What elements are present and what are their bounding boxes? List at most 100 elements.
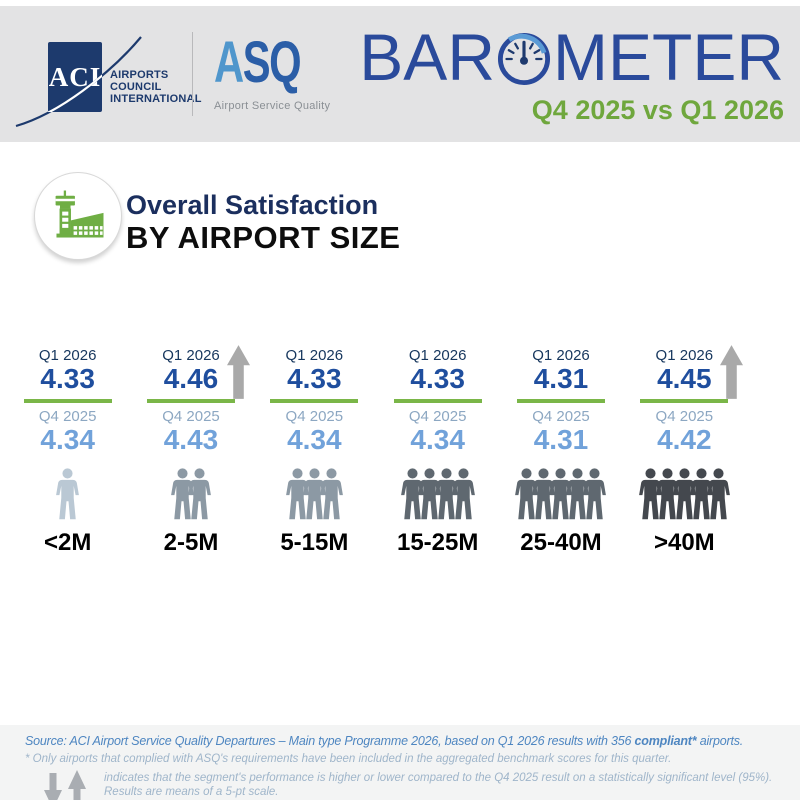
- q1-score: 4.33: [40, 363, 95, 394]
- q1-block: Q1 2026 4.31: [499, 347, 622, 393]
- airport-size-column: Q1 2026 4.46 Q4 2025 4.43 2-5M: [129, 345, 252, 557]
- size-category-label: >40M: [653, 528, 715, 556]
- person-icon: [566, 468, 590, 520]
- person-icon: [706, 468, 730, 520]
- airport-tower-icon: [55, 190, 104, 238]
- q1-period-label: Q1 2026: [655, 347, 714, 364]
- header: ACI AIRPORTS COUNCIL INTERNATIONAL ASQ A…: [0, 6, 800, 142]
- aci-logo-text: ACI: [48, 61, 102, 92]
- source-compliant-text: compliant*: [634, 734, 697, 748]
- q1-score: 4.45: [657, 363, 712, 394]
- title-block: BAR METER Q4 2025: [359, 24, 784, 126]
- divider-line: [393, 399, 482, 404]
- person-icon: [417, 468, 441, 520]
- section-title: Overall Satisfaction: [126, 190, 379, 220]
- q1-score: 4.33: [410, 363, 465, 394]
- size-category-label: 15-25M: [396, 528, 479, 556]
- legend-arrows: [44, 770, 86, 800]
- barometer-title-prefix: BAR: [359, 20, 495, 94]
- q4-period-label: Q4 2025: [408, 408, 467, 426]
- person-icon: [319, 468, 343, 520]
- q1-period-label: Q1 2026: [162, 347, 220, 364]
- asq-letters-sq: SQ: [242, 30, 302, 95]
- airport-size-column: Q1 2026 4.45 Q4 2025 4.42 >40M: [623, 345, 746, 557]
- q1-period-label: Q1 2026: [532, 347, 590, 364]
- aci-caption-line: INTERNATIONAL: [110, 93, 202, 105]
- q1-score: 4.46: [163, 363, 219, 394]
- q4-score: 4.43: [163, 424, 219, 456]
- q4-period-label: Q4 2025: [162, 408, 220, 426]
- asq-tagline: Airport Service Quality: [214, 100, 331, 112]
- person-icon: [56, 468, 80, 520]
- airport-size-column: Q1 2026 4.33 Q4 2025 4.34 5-15M: [253, 347, 376, 557]
- passenger-icons: [376, 464, 499, 520]
- footnote-scale: Results are means of a 5-pt scale.: [104, 786, 279, 798]
- q4-score: 4.34: [287, 424, 342, 456]
- section-icon-circle: [34, 172, 122, 260]
- legend-down-arrow-icon: [44, 773, 62, 800]
- person-icon: [171, 468, 194, 520]
- q4-period-label: Q4 2025: [285, 408, 344, 426]
- person-icon: [549, 468, 573, 520]
- airport-size-column: Q1 2026 4.33 Q4 2025 4.34 15-25M: [376, 347, 499, 557]
- gauge-icon: [497, 32, 551, 86]
- person-icon: [655, 468, 679, 520]
- barometer-title-suffix: METER: [553, 20, 784, 94]
- q4-score: 4.34: [410, 424, 465, 456]
- person-icon: [188, 468, 211, 520]
- passenger-icons: [623, 464, 746, 520]
- aci-caption-line: COUNCIL: [110, 81, 162, 93]
- passenger-icons: [253, 464, 376, 520]
- section-subtitle: BY AIRPORT SIZE: [126, 220, 401, 255]
- airport-size-column: Q1 2026 4.33 Q4 2025 4.34 <2M: [6, 347, 129, 557]
- q1-block: Q1 2026 4.46: [129, 345, 252, 399]
- legend-up-arrow-icon: [68, 770, 86, 800]
- passenger-icons: [6, 464, 129, 520]
- source-text: Source: ACI Airport Service Quality Depa…: [25, 734, 635, 748]
- person-icon: [583, 468, 607, 520]
- quarter-comparison-label: Q4 2025 vs Q1 2026: [531, 95, 784, 125]
- footer: Source: ACI Airport Service Quality Depa…: [0, 725, 800, 800]
- person-icon: [302, 468, 326, 520]
- footnote-compliance: * Only airports that complied with ASQ's…: [25, 753, 672, 765]
- airport-size-column: Q1 2026 4.31 Q4 2025 4.31 25-40M: [499, 347, 622, 557]
- q4-period-label: Q4 2025: [532, 408, 590, 426]
- asq-logo: ASQ: [214, 34, 302, 92]
- person-icon: [451, 468, 475, 520]
- size-category-label: 2-5M: [163, 528, 219, 556]
- significant-up-arrow-icon: [226, 345, 250, 399]
- q1-block: Q1 2026 4.45: [623, 345, 746, 399]
- q1-period-label: Q1 2026: [285, 347, 344, 364]
- passenger-icons: [129, 464, 252, 520]
- source-line: Source: ACI Airport Service Quality Depa…: [25, 734, 743, 748]
- divider-line: [270, 399, 359, 404]
- q1-score: 4.31: [533, 363, 589, 394]
- divider-line: [146, 399, 235, 404]
- q4-period-label: Q4 2025: [655, 408, 714, 426]
- q1-period-label: Q1 2026: [38, 347, 97, 364]
- q1-period-label: Q1 2026: [408, 347, 467, 364]
- q4-score: 4.31: [533, 424, 589, 456]
- q1-block: Q1 2026 4.33: [6, 347, 129, 393]
- aci-caption-line: AIRPORTS: [110, 69, 169, 81]
- q4-period-label: Q4 2025: [38, 408, 97, 426]
- size-category-label: <2M: [43, 528, 92, 556]
- q4-score: 4.34: [40, 424, 95, 456]
- q1-score: 4.33: [287, 363, 342, 394]
- size-category-label: 25-40M: [520, 528, 602, 556]
- size-category-label: 5-15M: [280, 528, 349, 556]
- significant-up-arrow-icon: [720, 345, 743, 399]
- person-icon: [434, 468, 458, 520]
- passenger-icons: [499, 464, 622, 520]
- q1-block: Q1 2026 4.33: [253, 347, 376, 393]
- divider-line: [23, 399, 112, 404]
- aci-logo-caption: AIRPORTS COUNCIL INTERNATIONAL: [110, 69, 202, 105]
- source-suffix-text: airports.: [696, 734, 744, 748]
- person-icon: [285, 468, 309, 520]
- divider-line: [516, 399, 605, 404]
- person-icon: [672, 468, 696, 520]
- person-icon: [689, 468, 713, 520]
- logo-divider: [192, 32, 193, 116]
- person-icon: [638, 468, 662, 520]
